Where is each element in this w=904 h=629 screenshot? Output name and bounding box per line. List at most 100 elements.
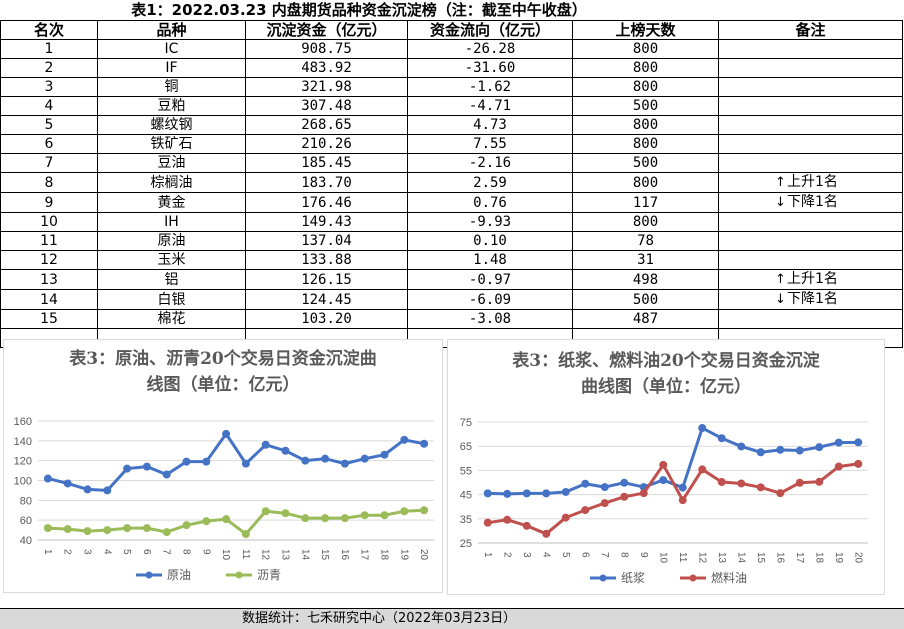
data-point [834,462,843,471]
table-row: 12 玉米 133.88 1.48 31 [0,250,903,270]
data-point [776,489,785,498]
footer-bar [0,608,904,629]
data-point [503,489,512,498]
cell-flow: 2.59 [407,172,573,193]
cell-capital: 268.65 [245,115,408,135]
data-point [241,459,250,468]
cell-name: 铜 [97,77,246,97]
cell-rank: 7 [0,153,98,173]
cell-note: ↑上升1名 [718,269,903,290]
legend-marker [145,571,153,579]
x-tick-label: 20 [852,552,863,564]
cell-rank: 13 [0,269,98,290]
header-name: 品种 [97,20,246,40]
data-point [581,506,590,515]
chart2-title-line2: 曲线图（单位：亿元） [581,377,751,397]
cell-note [718,309,903,329]
table-row: 4 豆粕 307.48 -4.71 500 [0,96,903,116]
note-text: 下降1名 [787,194,838,210]
data-point [420,439,429,448]
cell-flow: 7.55 [407,134,573,154]
cell-name: 铁矿石 [97,134,246,154]
cell-rank: 12 [0,250,98,270]
data-point [63,525,72,534]
table-row: 3 铜 321.98 -1.62 800 [0,77,903,97]
data-point [737,479,746,488]
y-tick-label: 80 [20,495,32,507]
x-tick-label: 17 [359,549,370,561]
data-point [659,460,668,469]
data-point [854,438,863,447]
data-point [202,517,211,526]
data-point [123,524,132,533]
y-tick-label: 55 [460,465,472,477]
cell-days: 117 [572,192,719,213]
data-point [600,499,609,508]
data-point [321,454,330,463]
x-tick-label: 18 [813,552,824,564]
cell-name: 黄金 [97,192,246,213]
x-tick-label: 17 [794,552,805,564]
x-tick-label: 5 [560,552,571,558]
y-tick-label: 45 [460,490,472,502]
legend-label: 纸浆 [621,570,645,585]
data-point [561,487,570,496]
data-point [43,524,52,533]
data-point [795,478,804,487]
cell-name: 豆油 [97,153,246,173]
cell-name: IF [97,58,246,78]
data-point [63,479,72,488]
x-tick-label: 4 [101,549,112,555]
data-point [222,429,231,438]
data-point [380,450,389,459]
x-tick-label: 6 [579,552,590,558]
data-point [162,528,171,537]
ranking-table: 名次 品种 沉淀资金（亿元） 资金流向（亿元） 上榜天数 备注 1 IC 908.7… [0,20,903,348]
data-point [483,489,492,498]
data-point [123,464,132,473]
data-point [241,530,250,539]
cell-flow: -2.16 [407,153,573,173]
data-point [83,527,92,536]
data-point [202,457,211,466]
header-flow: 资金流向（亿元） [407,20,573,40]
cell-flow: -9.93 [407,212,573,232]
cell-flow: 1.48 [407,250,573,270]
table-title: 表1：2022.03.23 内盘期货品种资金沉淀榜（注：截至中午收盘） [131,1,587,19]
cell-name: 铝 [97,269,246,290]
x-tick-label: 11 [240,549,251,560]
data-point [600,483,609,492]
x-tick-label: 2 [501,552,512,558]
cell-flow: 0.76 [407,192,573,213]
cell-capital: 483.92 [245,58,408,78]
cell-name: 白银 [97,289,246,310]
table-row: 14 白银 124.45 -6.09 500 ↓下降1名 [0,289,903,310]
legend-label: 燃料油 [711,570,747,585]
data-point [620,492,629,501]
legend-label: 沥青 [257,568,281,582]
y-tick-label: 100 [14,476,32,488]
chart1-title-line2: 线图（单位：亿元） [146,375,300,395]
x-tick-label: 6 [141,549,152,555]
header-note: 备注 [718,20,903,40]
data-point [321,514,330,523]
y-tick-label: 25 [460,538,472,550]
table-row: 9 黄金 176.46 0.76 117 ↓下降1名 [0,192,903,213]
data-point [301,456,310,465]
table-row: 8 棕榈油 183.70 2.59 800 ↑上升1名 [0,172,903,193]
data-point [281,509,290,518]
cell-capital: 126.15 [245,269,408,290]
x-tick-label: 15 [319,549,330,561]
x-tick-label: 12 [696,552,707,564]
arrow-up-icon: ↑ [775,272,786,287]
cell-name: 原油 [97,231,246,251]
cell-note: ↓下降1名 [718,192,903,213]
data-point [620,478,629,487]
data-point [717,434,726,443]
data-point [737,442,746,451]
x-tick-label: 8 [618,552,629,558]
cell-rank: 2 [0,58,98,78]
series-line-1 [47,432,425,492]
